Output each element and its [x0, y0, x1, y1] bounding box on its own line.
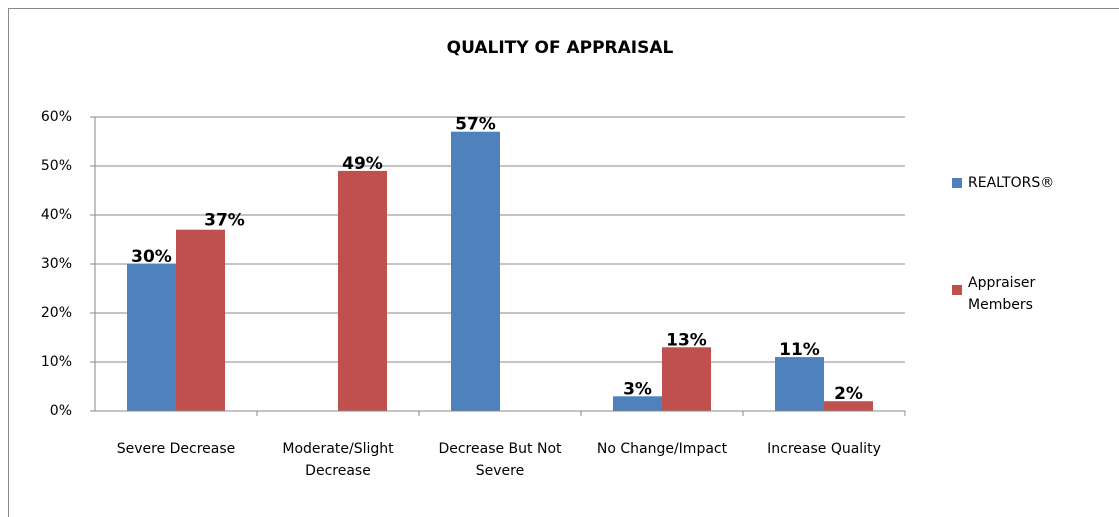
bar — [775, 357, 824, 411]
bar — [176, 229, 225, 411]
legend-swatch — [952, 285, 962, 295]
y-tick-label: 60% — [41, 109, 72, 125]
x-tick-label: Moderate/Slight Decrease — [282, 441, 394, 479]
bar — [451, 131, 500, 411]
value-label: 13% — [666, 330, 707, 350]
legend-label: Appraiser Members — [968, 275, 1036, 313]
value-label: 11% — [779, 340, 820, 360]
y-tick-label: 0% — [50, 403, 72, 419]
x-tick-label: Decrease But Not Severe — [438, 441, 562, 479]
value-label: 2% — [834, 384, 863, 404]
x-tick-label: Severe Decrease — [116, 441, 236, 457]
bar — [824, 401, 873, 411]
x-tick-label: No Change/Impact — [596, 441, 728, 457]
chart-title: QUALITY OF APPRAISAL — [447, 38, 674, 58]
value-label: 57% — [455, 115, 496, 135]
bar — [613, 396, 662, 411]
value-label: 30% — [131, 247, 172, 267]
value-label: 3% — [623, 379, 652, 399]
y-tick-label: 20% — [41, 305, 72, 321]
chart-frame — [8, 8, 1119, 517]
y-tick-label: 30% — [41, 256, 72, 272]
y-tick-label: 40% — [41, 207, 72, 223]
legend-label: REALTORS® — [968, 175, 1055, 191]
x-tick-label: Increase Quality — [767, 441, 881, 457]
bar — [338, 170, 387, 411]
bar — [127, 264, 176, 411]
y-tick-label: 10% — [41, 354, 72, 370]
bar — [662, 347, 711, 411]
value-label: 37% — [204, 211, 245, 231]
y-tick-label: 50% — [41, 158, 72, 174]
legend-swatch — [952, 178, 962, 188]
value-label: 49% — [342, 154, 383, 174]
